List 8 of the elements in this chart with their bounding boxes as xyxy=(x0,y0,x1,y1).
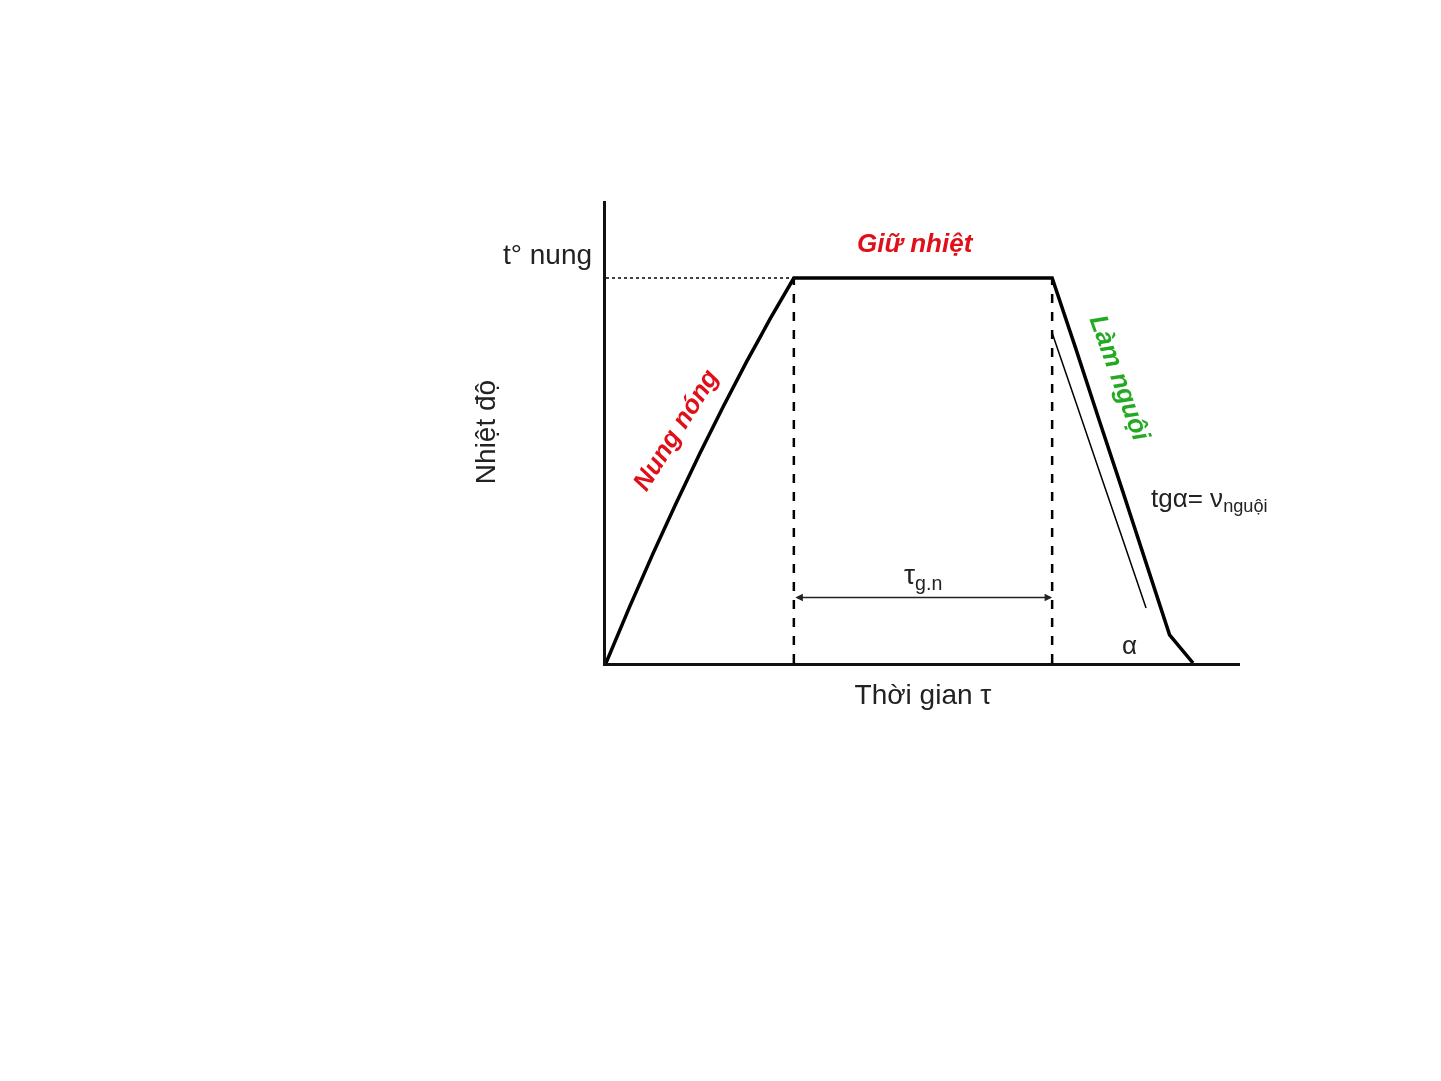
ref-line-label: t° nung xyxy=(503,239,593,270)
text: Giữ nhiệt xyxy=(857,228,974,258)
x-axis-title: Thời gian τ xyxy=(854,678,992,710)
annotation: Làm nguội xyxy=(1083,310,1157,446)
y-axis-title: Nhiệt độ xyxy=(469,379,501,485)
annotation: tgα= ν$_{nguội}$ xyxy=(1151,483,1268,517)
annotation: α xyxy=(1122,630,1138,660)
annotation: τ$_{g.n}$ xyxy=(904,559,943,594)
